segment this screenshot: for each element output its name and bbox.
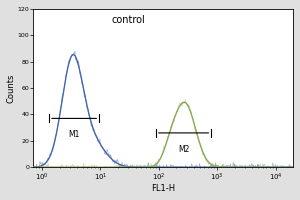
Text: M1: M1 [68, 130, 80, 139]
Text: M2: M2 [178, 145, 189, 154]
Y-axis label: Counts: Counts [7, 73, 16, 103]
X-axis label: FL1-H: FL1-H [151, 184, 175, 193]
Text: control: control [111, 15, 145, 25]
